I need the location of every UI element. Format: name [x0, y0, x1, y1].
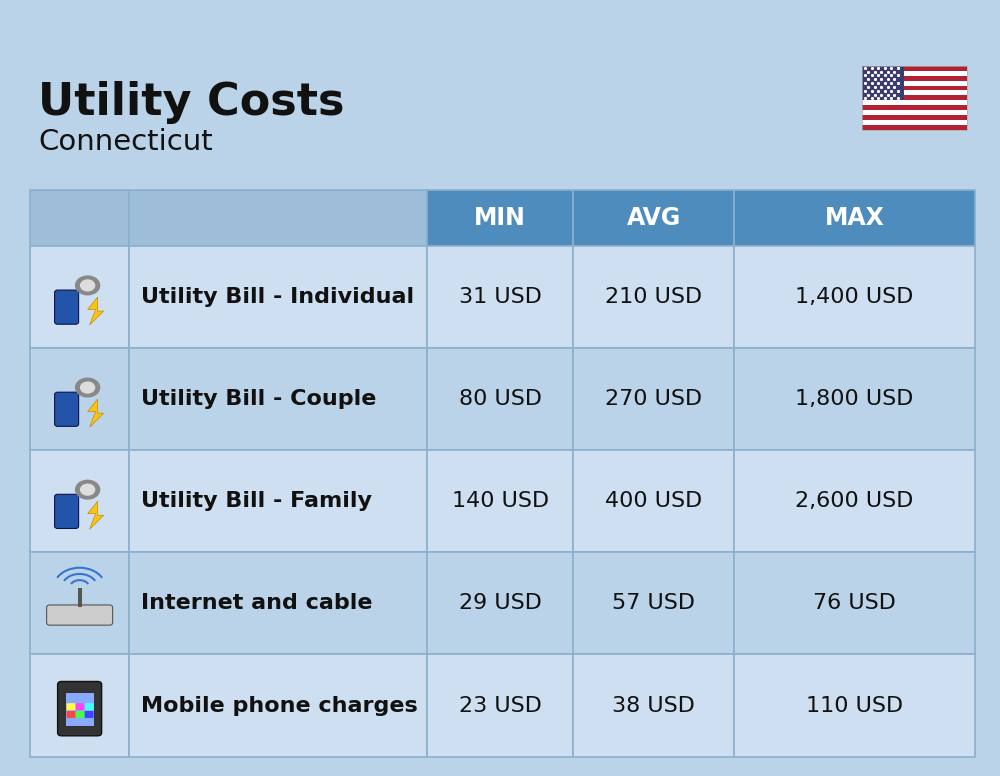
Text: Mobile phone charges: Mobile phone charges [141, 695, 418, 715]
FancyBboxPatch shape [129, 246, 427, 348]
FancyBboxPatch shape [55, 494, 79, 528]
FancyBboxPatch shape [129, 553, 427, 654]
FancyBboxPatch shape [58, 681, 102, 736]
FancyBboxPatch shape [862, 85, 967, 91]
FancyBboxPatch shape [862, 81, 967, 85]
FancyBboxPatch shape [78, 588, 82, 608]
FancyBboxPatch shape [76, 703, 85, 710]
FancyBboxPatch shape [734, 190, 975, 246]
Circle shape [81, 382, 95, 393]
Text: 38 USD: 38 USD [612, 695, 695, 715]
FancyBboxPatch shape [862, 71, 967, 76]
FancyBboxPatch shape [85, 711, 94, 718]
Text: 270 USD: 270 USD [605, 390, 702, 409]
FancyBboxPatch shape [427, 190, 573, 246]
FancyBboxPatch shape [30, 246, 129, 348]
Text: 57 USD: 57 USD [612, 594, 695, 613]
FancyBboxPatch shape [427, 450, 573, 553]
FancyBboxPatch shape [129, 190, 427, 246]
Text: Internet and cable: Internet and cable [141, 594, 373, 613]
Circle shape [81, 484, 95, 495]
FancyBboxPatch shape [30, 654, 129, 757]
FancyBboxPatch shape [427, 553, 573, 654]
FancyBboxPatch shape [129, 654, 427, 757]
Text: MIN: MIN [474, 206, 526, 230]
FancyBboxPatch shape [862, 66, 967, 71]
Text: 80 USD: 80 USD [459, 390, 542, 409]
FancyBboxPatch shape [862, 110, 967, 115]
FancyBboxPatch shape [30, 553, 129, 654]
Text: Utility Bill - Family: Utility Bill - Family [141, 491, 372, 511]
FancyBboxPatch shape [862, 100, 967, 105]
FancyBboxPatch shape [862, 125, 967, 130]
FancyBboxPatch shape [862, 76, 967, 81]
Text: 1,400 USD: 1,400 USD [795, 287, 914, 307]
FancyBboxPatch shape [47, 605, 113, 625]
FancyBboxPatch shape [862, 105, 967, 110]
FancyBboxPatch shape [67, 711, 76, 718]
Text: 110 USD: 110 USD [806, 695, 903, 715]
FancyBboxPatch shape [30, 190, 129, 246]
Text: 76 USD: 76 USD [813, 594, 896, 613]
FancyBboxPatch shape [55, 290, 79, 324]
FancyBboxPatch shape [427, 654, 573, 757]
FancyBboxPatch shape [862, 120, 967, 125]
Text: 23 USD: 23 USD [459, 695, 542, 715]
Circle shape [81, 280, 95, 291]
FancyBboxPatch shape [573, 348, 734, 450]
Text: 31 USD: 31 USD [459, 287, 542, 307]
FancyBboxPatch shape [129, 348, 427, 450]
FancyBboxPatch shape [67, 703, 76, 710]
Polygon shape [88, 399, 104, 427]
Text: Utility Bill - Couple: Utility Bill - Couple [141, 390, 377, 409]
Polygon shape [88, 501, 104, 529]
FancyBboxPatch shape [573, 553, 734, 654]
FancyBboxPatch shape [862, 115, 967, 120]
FancyBboxPatch shape [427, 348, 573, 450]
FancyBboxPatch shape [55, 392, 79, 426]
FancyBboxPatch shape [734, 348, 975, 450]
Circle shape [76, 276, 100, 295]
FancyBboxPatch shape [862, 91, 967, 95]
Polygon shape [88, 297, 104, 325]
Text: 400 USD: 400 USD [605, 491, 702, 511]
FancyBboxPatch shape [85, 703, 94, 710]
FancyBboxPatch shape [573, 654, 734, 757]
FancyBboxPatch shape [573, 190, 734, 246]
Text: AVG: AVG [627, 206, 681, 230]
FancyBboxPatch shape [862, 66, 904, 100]
Text: 210 USD: 210 USD [605, 287, 702, 307]
FancyBboxPatch shape [734, 553, 975, 654]
Text: Utility Bill - Individual: Utility Bill - Individual [141, 287, 414, 307]
FancyBboxPatch shape [66, 693, 94, 726]
FancyBboxPatch shape [573, 246, 734, 348]
FancyBboxPatch shape [573, 450, 734, 553]
Text: 2,600 USD: 2,600 USD [795, 491, 914, 511]
Text: 1,800 USD: 1,800 USD [795, 390, 914, 409]
Text: 140 USD: 140 USD [452, 491, 549, 511]
FancyBboxPatch shape [129, 450, 427, 553]
Circle shape [76, 378, 100, 397]
Circle shape [76, 480, 100, 499]
Text: 29 USD: 29 USD [459, 594, 542, 613]
FancyBboxPatch shape [76, 711, 85, 718]
FancyBboxPatch shape [734, 654, 975, 757]
FancyBboxPatch shape [30, 348, 129, 450]
Text: Connecticut: Connecticut [38, 128, 213, 156]
Text: MAX: MAX [825, 206, 884, 230]
FancyBboxPatch shape [30, 450, 129, 553]
FancyBboxPatch shape [862, 95, 967, 100]
FancyBboxPatch shape [734, 246, 975, 348]
FancyBboxPatch shape [427, 246, 573, 348]
FancyBboxPatch shape [734, 450, 975, 553]
Text: Utility Costs: Utility Costs [38, 81, 344, 124]
